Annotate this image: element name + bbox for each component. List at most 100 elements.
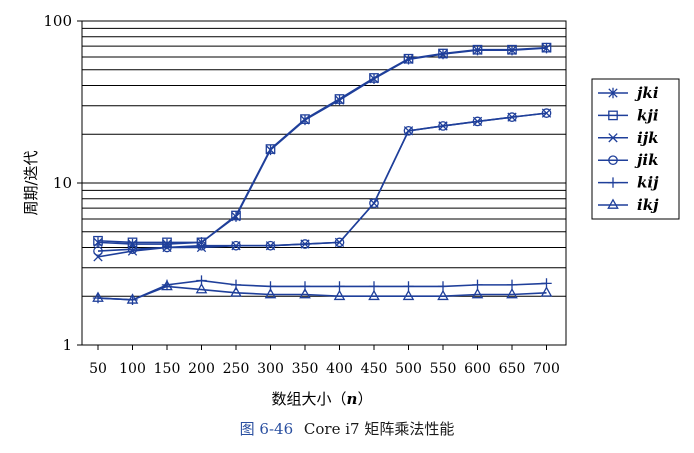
data-point-jik [403, 125, 414, 136]
legend-item-ijk: ijk [598, 129, 659, 147]
data-point-kji [369, 73, 379, 83]
data-point-jik [265, 240, 276, 251]
series-jki [93, 42, 552, 250]
data-point-ikj [471, 287, 484, 299]
y-axis-label: 周期/迭代 [22, 150, 40, 215]
legend-box [591, 78, 680, 220]
legend-label: jki [634, 84, 659, 102]
data-point-jik [231, 240, 241, 251]
y-tick-label: 1 [62, 336, 72, 354]
data-point-kji [403, 53, 414, 64]
data-point-kji [334, 94, 345, 104]
figure-title: Core i7 矩阵乘法性能 [303, 420, 455, 438]
x-tick-label: 550 [430, 361, 457, 377]
data-point-ijk [196, 242, 207, 253]
series-ikj [92, 279, 553, 304]
data-point-jik [334, 237, 345, 248]
data-point-ikj [92, 291, 104, 302]
x-axis-label-text: 数组大小（ [272, 390, 347, 408]
data-point-jik [438, 121, 448, 131]
legend: jki kji ijk jik kij ikj [591, 78, 680, 220]
series-line-jik [97, 112, 547, 252]
x-tick-label: 400 [326, 361, 353, 377]
x-axis-label-var: n [347, 390, 358, 408]
x-tick-label: 150 [154, 361, 181, 377]
legend-item-ikj: ikj [598, 196, 659, 214]
data-point-jik [196, 240, 207, 251]
legend-label: ijk [637, 129, 659, 147]
legend-label: ikj [637, 196, 659, 214]
legend-label: jik [634, 151, 659, 169]
data-point-ikj [264, 287, 277, 299]
data-point-ikj [126, 293, 139, 304]
legend-marker [607, 177, 619, 188]
figure-number: 图 6-46 [239, 420, 294, 438]
x-tick-label: 650 [499, 361, 526, 377]
x-tick-label: 450 [361, 361, 388, 377]
data-point-jik [300, 239, 310, 249]
legend-marker [607, 198, 619, 209]
series-line-ikj [97, 285, 547, 301]
data-point-kji [127, 237, 138, 248]
legend-item-jki: jki [598, 84, 659, 102]
data-point-kji [93, 235, 103, 246]
data-point-kji [507, 44, 517, 55]
data-point-ikj [402, 289, 415, 301]
x-axis-label-close: ） [357, 390, 372, 408]
series-line-kij [97, 279, 547, 301]
data-point-ikj [540, 286, 553, 297]
x-tick-label: 250 [223, 361, 250, 377]
series-jik [93, 108, 552, 256]
data-point-kji [265, 144, 276, 154]
x-tick-label: 700 [533, 361, 560, 377]
x-tick-label: 100 [119, 361, 146, 377]
legend-item-kji: kji [598, 106, 659, 124]
data-point-jik [507, 112, 517, 122]
legend-item-kij: kij [598, 174, 659, 192]
data-point-ikj [195, 282, 208, 294]
data-point-kji [472, 44, 483, 55]
data-point-ikj [368, 289, 380, 301]
series-line-kji [97, 46, 547, 244]
data-point-jik [93, 246, 103, 256]
x-tick-label: 200 [188, 361, 215, 377]
series-group [92, 42, 553, 306]
data-point-jik [127, 244, 138, 255]
legend-label: kij [637, 174, 659, 192]
data-point-jik [472, 116, 483, 127]
x-axis: 50 100 150 200 250 300 350 400 450 500 550 600 650 70… [89, 345, 560, 377]
legend-marker [608, 87, 618, 99]
legend-marker [608, 110, 618, 121]
legend-item-jik: jik [598, 151, 659, 169]
x-tick-label: 50 [89, 361, 107, 377]
data-point-jik [541, 108, 552, 118]
legend-marker [608, 155, 618, 166]
x-tick-label: 350 [292, 361, 319, 377]
y-axis: 1 10 100 [43, 12, 82, 354]
x-axis-label: 数组大小（n） [272, 390, 373, 408]
data-point-ikj [299, 287, 311, 299]
gridlines [82, 27, 566, 297]
legend-label: kji [637, 106, 659, 124]
series-kji [93, 42, 552, 248]
data-point-ikj [506, 287, 518, 299]
series-line-jki [97, 47, 547, 245]
data-point-kji [231, 210, 241, 221]
data-point-kji [300, 114, 310, 124]
data-point-ikj [437, 289, 449, 301]
legend-marker [608, 133, 618, 143]
data-point-jik [369, 198, 379, 209]
data-point-kji [438, 48, 448, 59]
x-tick-label: 300 [257, 361, 284, 377]
y-tick-label: 10 [53, 174, 72, 192]
data-point-ijk [127, 246, 138, 256]
data-point-ikj [333, 289, 346, 301]
data-point-kji [541, 42, 552, 53]
data-point-ikj [161, 279, 173, 291]
data-point-jik [162, 242, 172, 253]
y-tick-label: 100 [43, 12, 72, 30]
x-tick-label: 500 [395, 361, 422, 377]
figure-caption: 图 6-46 Core i7 矩阵乘法性能 [0, 418, 694, 439]
